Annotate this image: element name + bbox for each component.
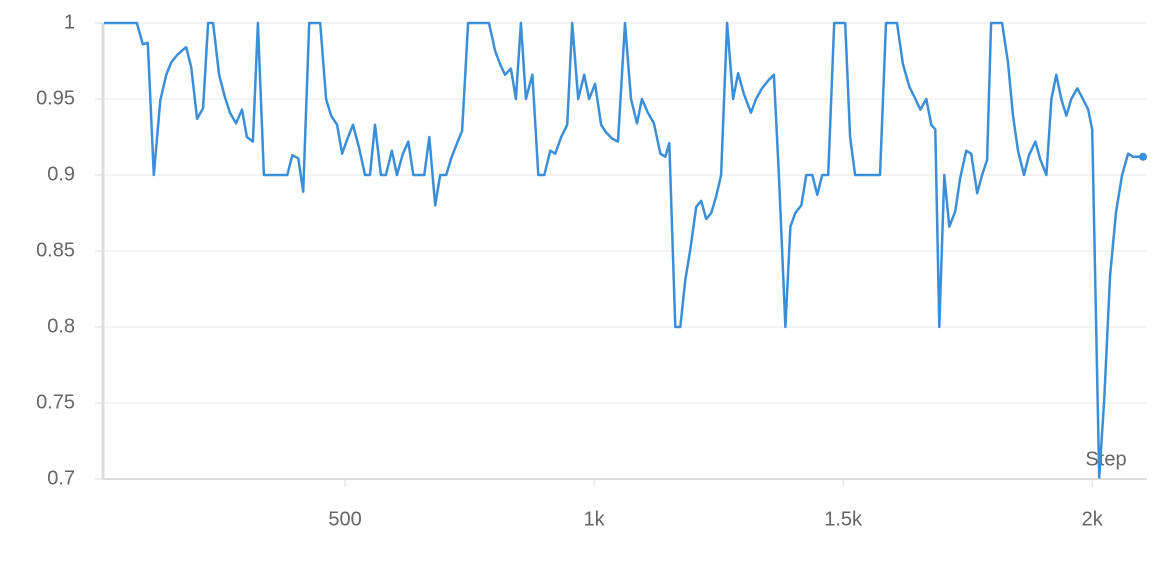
y-tick-label: 0.9 [47,163,75,185]
y-tick-label: 0.95 [36,87,75,109]
y-tick-label: 0.85 [36,239,75,261]
x-tick-label: 1.5k [824,508,863,530]
last-point [1139,152,1148,161]
y-tick-label: 1 [64,11,75,33]
x-axis-label: Step [1085,448,1126,470]
x-tick-label: 2k [1082,508,1104,530]
x-tick-label: 500 [328,508,361,530]
line-series [104,21,1143,479]
y-tick-label: 0.75 [36,391,75,413]
y-tick-label: 0.7 [47,467,75,489]
y-tick-label: 0.8 [47,315,75,337]
x-tick-label: 1k [584,508,606,530]
